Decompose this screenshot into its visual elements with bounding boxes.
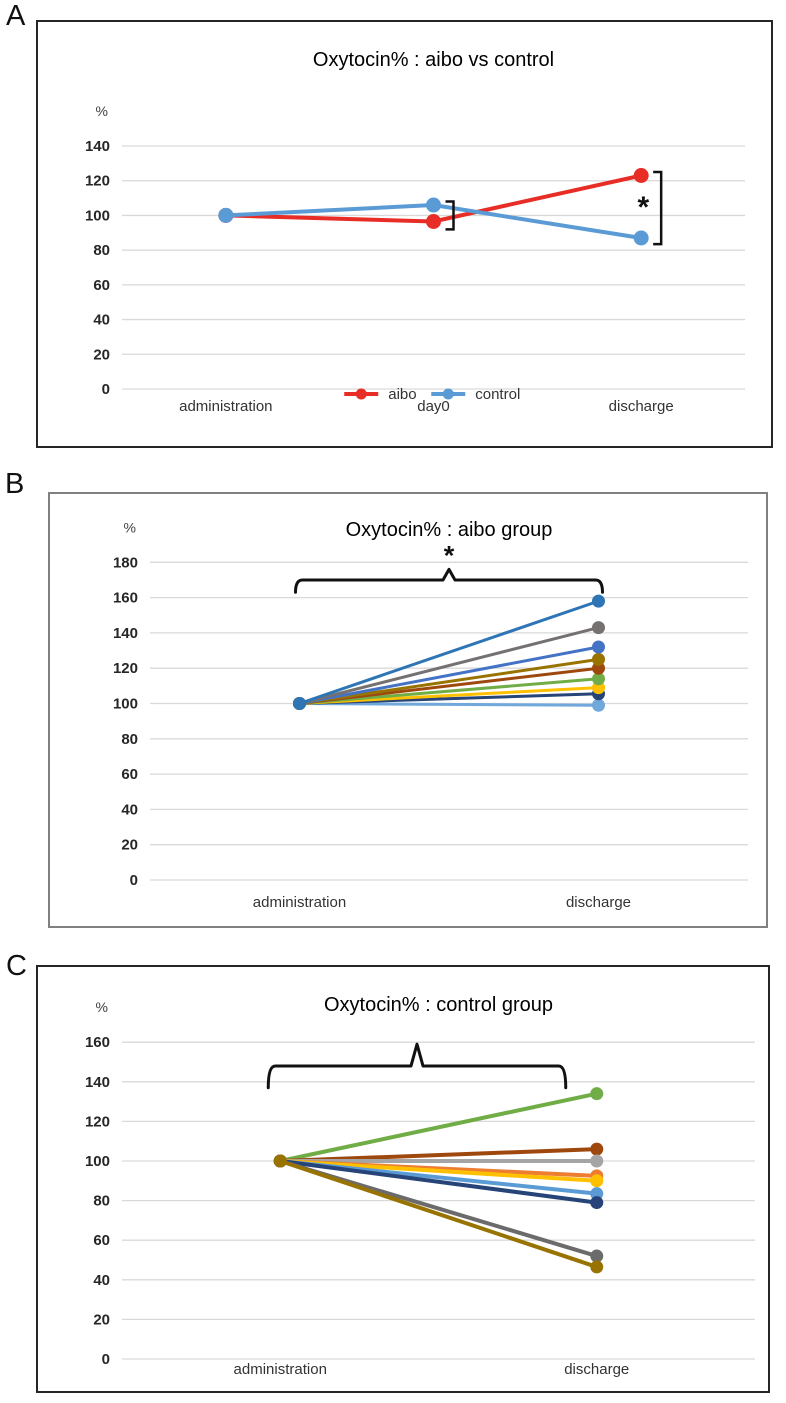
y-tick-label: 60 [121,766,138,783]
data-point-marker [592,640,605,654]
significance-star: * [637,191,649,224]
y-tick-label: 40 [93,312,110,329]
panel-label-a: A [6,0,26,32]
y-tick-label: 20 [93,346,110,363]
y-tick-label: 120 [113,660,138,677]
y-tick-label: 160 [113,590,138,607]
legend: aibo control [344,386,520,403]
y-tick-label: 100 [85,207,110,224]
chart-a-box: 0 20 40 60 80 100 120 140% Oxytocin% : aibo vs c… [36,20,773,448]
y-axis-unit-label: % [96,103,108,119]
data-point-marker [592,621,605,635]
series-line [298,657,600,705]
chart-title: Oxytocin% : aibo vs control [313,49,554,71]
data-point-marker [590,1187,604,1201]
significance-brace [294,567,604,594]
legend-swatch-dot [442,388,454,400]
y-tick-label: 100 [113,696,138,713]
y-tick-label: 80 [121,731,138,748]
data-point-marker [590,1196,604,1210]
chart-title: Oxytocin% : control group [324,994,553,1016]
data-point-marker [426,214,441,230]
significance-star: * [444,540,455,570]
series-line [278,1159,599,1269]
legend-item-label: control [475,386,520,403]
y-tick-label: 120 [85,1113,110,1130]
chart-c-canvas: 0 20 40 60 80 100 120 140 160% Oxytocin% : contro… [85,994,755,1378]
data-point-marker [590,1174,604,1188]
y-tick-label: 0 [102,381,110,398]
y-tick-label: 80 [93,1193,110,1210]
y-tick-label: 0 [102,1351,110,1368]
x-category-label: day0 [417,398,450,415]
panel-label-b: B [5,468,25,500]
data-point-marker [590,1260,604,1274]
data-point-marker [633,230,649,246]
y-tick-label: 140 [113,625,138,642]
data-point-marker [273,1154,287,1168]
data-point-marker [633,168,649,184]
series-line [298,645,600,705]
y-tick-label: 0 [130,872,138,889]
y-tick-label: 140 [85,1074,110,1091]
chart-a-canvas: 0 20 40 60 80 100 120 140% Oxytocin% : aibo vs c… [85,49,745,415]
data-point-marker [590,1142,604,1156]
y-axis-unit-label: % [96,999,108,1015]
x-category-label: administration [179,398,272,415]
significance-brace [266,1042,568,1090]
series-line [278,1091,599,1163]
x-category-label: discharge [609,398,674,415]
series-line [298,626,600,705]
data-point-marker [293,697,306,710]
data-point-marker [592,698,605,712]
y-tick-label: 40 [93,1272,110,1289]
y-tick-label: 160 [85,1034,110,1051]
data-point-marker [590,1154,604,1168]
x-category-label: discharge [564,1361,629,1378]
legend-swatch-dot [355,388,367,400]
y-tick-label: 180 [113,554,138,571]
y-tick-label: 40 [121,801,138,818]
series-line [298,677,600,705]
series-line [278,1159,599,1205]
x-category-label: administration [234,1361,327,1378]
y-tick-label: 140 [85,138,110,155]
data-point-marker [426,197,441,213]
series-line [298,702,600,707]
series-line [278,1159,599,1183]
y-tick-label: 20 [121,837,138,854]
legend-item-label: aibo [388,386,416,403]
chart-b-box: 0 20 40 60 80 100 120 140 160 180% Oxytocin% : aib… [48,492,768,928]
x-category-label: administration [253,894,346,911]
y-tick-label: 80 [93,242,110,259]
y-tick-label: 60 [93,277,110,294]
x-category-label: discharge [566,894,631,911]
significance-bracket [445,200,455,231]
data-point-marker [592,594,605,608]
data-point-marker [218,207,234,223]
series-line [298,599,600,705]
chart-b-canvas: 0 20 40 60 80 100 120 140 160 180% Oxytocin% : aib… [113,519,748,911]
chart-c-box: 0 20 40 60 80 100 120 140 160% Oxytocin% : contro… [36,965,770,1393]
data-point-marker [590,1087,604,1101]
data-point-marker [592,652,605,666]
y-axis-unit-label: % [124,519,136,535]
data-point-marker [590,1249,604,1263]
y-tick-label: 20 [93,1311,110,1328]
chart-title: Oxytocin% : aibo group [346,519,553,541]
y-tick-label: 60 [93,1232,110,1249]
y-tick-label: 100 [85,1153,110,1170]
significance-bracket [653,170,663,246]
y-tick-label: 120 [85,173,110,190]
data-point-marker [592,672,605,686]
panel-label-c: C [6,950,27,982]
